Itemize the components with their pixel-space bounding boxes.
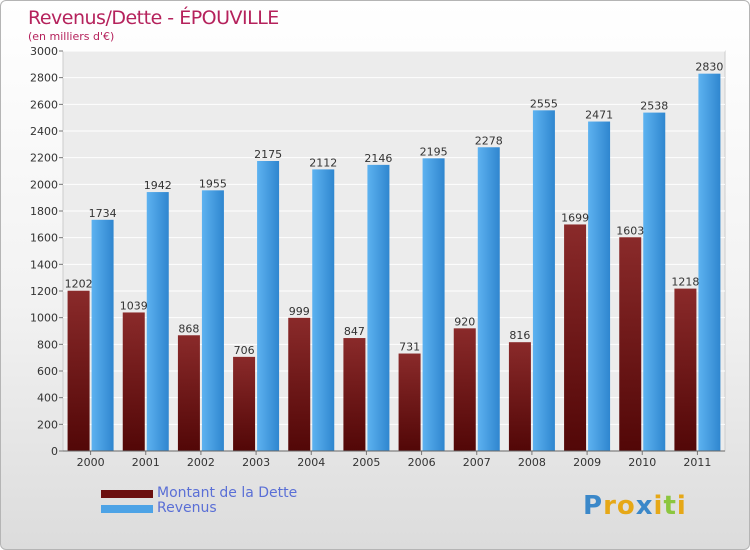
legend-swatch-dette: [101, 490, 153, 498]
bar-revenus: [91, 219, 114, 451]
y-tick-label: 1400: [30, 258, 58, 271]
value-label-dette: 1699: [561, 211, 589, 224]
bar-dette: [398, 353, 421, 451]
y-tick-label: 1800: [30, 205, 58, 218]
bar-dette: [233, 356, 256, 451]
proxiti-logo: Proxiti: [583, 491, 687, 521]
y-tick-label: 2800: [30, 72, 58, 85]
chart-subtitle: (en milliers d'€): [28, 30, 115, 43]
logo-letter: i: [676, 491, 687, 521]
logo-letter: t: [663, 491, 677, 521]
value-label-dette: 816: [509, 329, 530, 342]
bar-dette: [564, 224, 587, 451]
x-tick-label: 2004: [297, 456, 325, 469]
y-tick-label: 1000: [30, 312, 58, 325]
x-tick-label: 2010: [628, 456, 656, 469]
value-label-dette: 706: [234, 344, 255, 357]
bar-dette: [508, 342, 531, 451]
logo-letter: r: [603, 491, 617, 521]
logo-letter: o: [616, 491, 636, 521]
y-tick-label: 1600: [30, 232, 58, 245]
value-label-revenus: 2471: [585, 109, 613, 122]
value-label-revenus: 1942: [144, 179, 172, 192]
y-tick-label: 600: [37, 365, 58, 378]
bar-dette: [67, 290, 90, 451]
value-label-dette: 1202: [65, 278, 93, 291]
value-label-revenus: 2555: [530, 97, 558, 110]
plot-area: [62, 50, 726, 452]
bar-revenus: [367, 164, 390, 451]
bar-revenus: [532, 110, 555, 451]
logo-letter: i: [653, 491, 664, 521]
bar-revenus: [422, 158, 445, 452]
bar-revenus: [146, 192, 169, 452]
value-label-revenus: 2830: [695, 61, 723, 74]
value-label-revenus: 1734: [89, 207, 117, 220]
value-label-revenus: 2175: [254, 148, 282, 161]
logo-letter: P: [583, 491, 604, 521]
value-label-dette: 847: [344, 325, 365, 338]
x-tick-label: 2009: [573, 456, 601, 469]
legend-label-dette: Montant de la Dette: [157, 485, 298, 501]
y-tick-label: 2400: [30, 125, 58, 138]
y-tick-label: 1200: [30, 285, 58, 298]
bar-revenus: [643, 112, 666, 451]
value-label-dette: 731: [399, 341, 420, 354]
value-label-dette: 868: [178, 322, 199, 335]
y-tick-label: 3000: [30, 45, 58, 58]
x-tick-label: 2002: [187, 456, 215, 469]
bar-dette: [288, 317, 311, 451]
x-tick-label: 2005: [352, 456, 380, 469]
x-tick-label: 2003: [242, 456, 270, 469]
bar-dette: [177, 335, 200, 451]
value-label-dette: 920: [454, 315, 475, 328]
bar-revenus: [698, 73, 721, 452]
bar-revenus: [312, 169, 335, 451]
x-tick-label: 2011: [683, 456, 711, 469]
y-tick-label: 800: [37, 338, 58, 351]
bar-revenus: [257, 161, 280, 451]
y-tick-label: 2000: [30, 178, 58, 191]
legend-swatch-revenus: [101, 505, 153, 513]
x-tick-label: 2001: [132, 456, 160, 469]
bar-revenus: [201, 190, 224, 452]
bar-dette: [674, 288, 697, 451]
value-label-revenus: 2195: [420, 145, 448, 158]
bar-revenus: [588, 121, 611, 452]
y-tick-label: 200: [37, 418, 58, 431]
value-label-revenus: 2112: [309, 156, 337, 169]
bar-dette: [619, 237, 642, 451]
value-label-revenus: 2538: [640, 100, 668, 113]
value-label-dette: 1603: [616, 224, 644, 237]
chart-title: Revenus/Dette - ÉPOUVILLE: [28, 7, 279, 29]
y-tick-label: 0: [51, 445, 58, 458]
bar-dette: [122, 312, 145, 451]
x-tick-label: 2008: [518, 456, 546, 469]
x-tick-label: 2007: [463, 456, 491, 469]
bar-dette: [453, 328, 476, 451]
value-label-dette: 1039: [120, 299, 148, 312]
y-tick-label: 2600: [30, 98, 58, 111]
x-tick-label: 2000: [77, 456, 105, 469]
value-label-dette: 1218: [671, 276, 699, 289]
x-tick-label: 2006: [408, 456, 436, 469]
value-label-revenus: 1955: [199, 177, 227, 190]
legend-label-revenus: Revenus: [157, 500, 217, 516]
value-label-revenus: 2146: [364, 152, 392, 165]
bar-dette: [343, 338, 366, 451]
logo-letter: x: [635, 491, 654, 521]
value-label-dette: 999: [289, 305, 310, 318]
bar-revenus: [477, 147, 500, 451]
y-tick-label: 2200: [30, 152, 58, 165]
value-label-revenus: 2278: [475, 134, 503, 147]
y-tick-label: 400: [37, 392, 58, 405]
